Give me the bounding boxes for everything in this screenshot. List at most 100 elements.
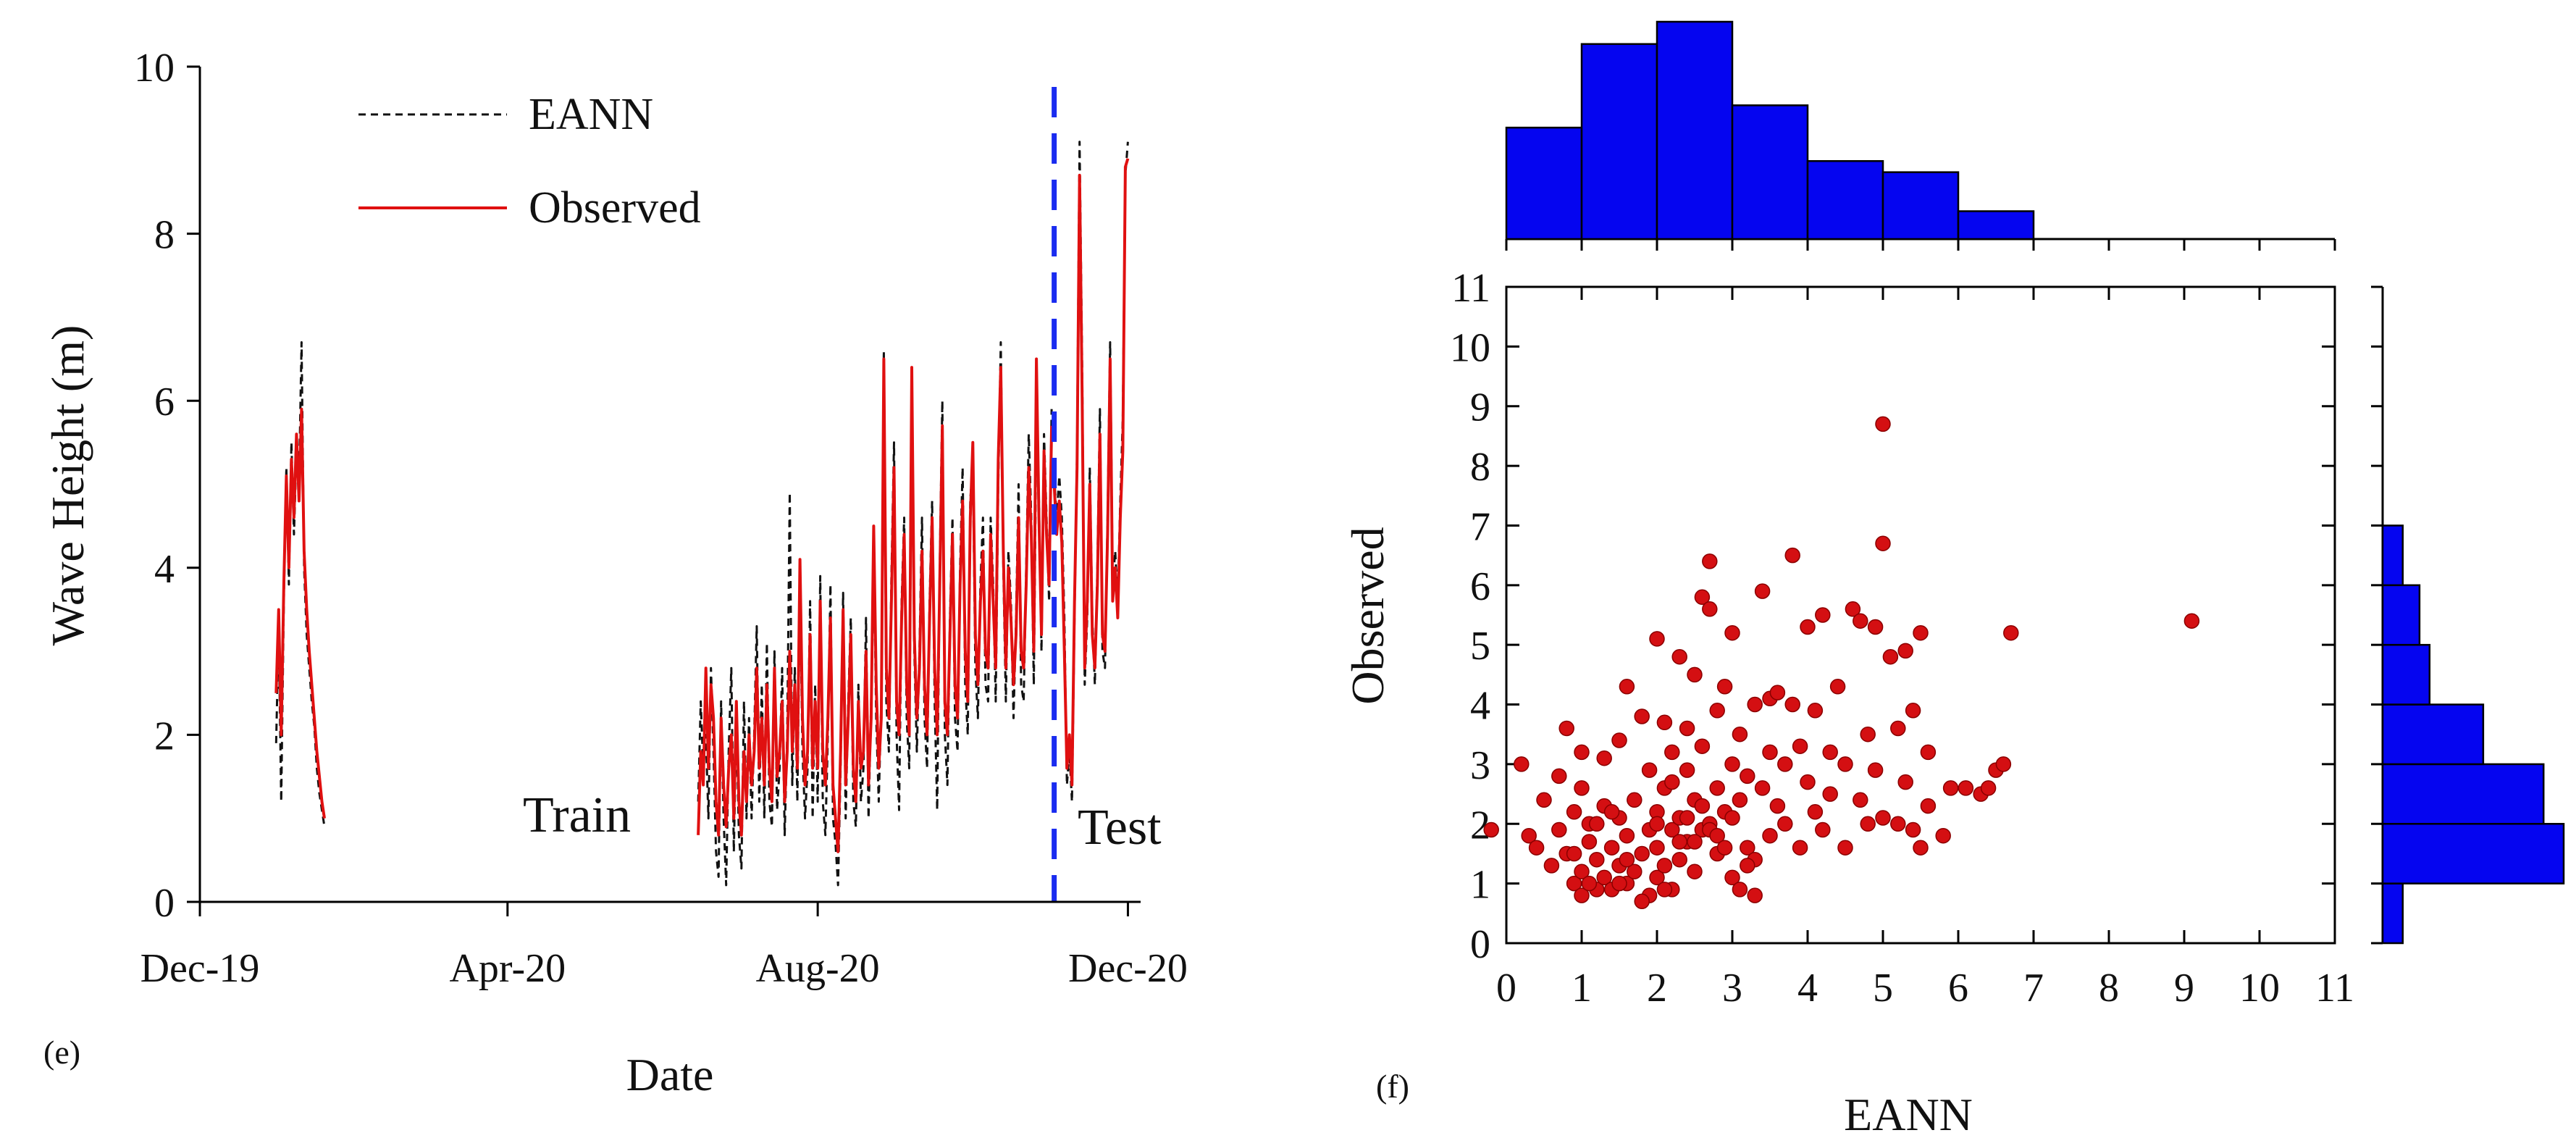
f-x-tick-label: 5	[1873, 966, 1893, 1011]
f-y-tick-label: 10	[1450, 325, 1490, 370]
f-scatter-points	[1483, 416, 2200, 910]
scatter-point	[1800, 774, 1816, 790]
scatter-point	[1867, 762, 1884, 778]
scatter-point	[1589, 851, 1605, 868]
scatter-point	[1935, 827, 1951, 844]
scatter-point	[1581, 834, 1598, 850]
f-x-tick-label: 6	[1948, 966, 1968, 1011]
scatter-point	[1882, 648, 1899, 665]
scatter-point	[1671, 834, 1687, 850]
scatter-point	[1875, 810, 1891, 826]
legend-observed-label: Observed	[529, 183, 701, 233]
scatter-point	[1740, 768, 1755, 785]
scatter-point	[1747, 887, 1763, 903]
scatter-point	[1732, 726, 1748, 743]
e-y-tick-label: 8	[154, 213, 175, 258]
e-y-tick-label: 4	[154, 547, 175, 592]
e-y-axis-title: Wave Height (m)	[42, 325, 93, 646]
f-x-tick-label: 3	[1722, 966, 1742, 1011]
scatter-point	[1536, 792, 1552, 808]
e-x-tick-label: Dec-19	[140, 946, 260, 991]
scatter-point	[2183, 613, 2200, 629]
f-x-tick-label: 10	[2239, 966, 2280, 1011]
scatter-point	[1897, 774, 1913, 790]
scatter-point	[1574, 780, 1590, 796]
top-hist-bar	[1580, 43, 1658, 241]
f-y-tick-label: 11	[1451, 266, 1490, 311]
f-y-tick-label: 6	[1470, 564, 1490, 609]
scatter-point	[1800, 619, 1816, 635]
f-x-axis-title: EANN	[1844, 1089, 1973, 1140]
right-hist-bar	[2381, 524, 2404, 587]
scatter-point	[1574, 744, 1590, 761]
scatter-point	[1702, 601, 1718, 617]
scatter-point	[1656, 858, 1673, 874]
top-hist-bar	[1656, 20, 1734, 241]
scatter-point	[1792, 840, 1808, 856]
scatter-point	[1702, 553, 1718, 569]
scatter-point	[1709, 827, 1725, 844]
scatter-point	[1747, 696, 1763, 713]
scatter-point	[1905, 821, 1921, 838]
scatter-point	[1589, 816, 1605, 832]
scatter-point	[1732, 792, 1748, 808]
scatter-point	[1867, 619, 1884, 635]
right-hist-bar	[2381, 763, 2545, 825]
scatter-point	[1656, 882, 1673, 898]
scatter-point	[1762, 744, 1778, 761]
e-legend: EANN Observed	[358, 90, 701, 233]
f-y-tick-label: 9	[1470, 385, 1490, 430]
scatter-point	[1724, 810, 1740, 826]
scatter-point	[1792, 738, 1808, 754]
scatter-point	[1740, 840, 1755, 856]
scatter-point	[1551, 768, 1567, 785]
scatter-point	[1619, 827, 1635, 844]
scatter-point	[1566, 845, 1582, 862]
scatter-point	[1890, 816, 1906, 832]
scatter-point	[1920, 798, 1937, 814]
scatter-point	[1754, 583, 1771, 599]
scatter-point	[1671, 648, 1687, 665]
scatter-point	[1913, 624, 1929, 641]
right-hist-bar	[2381, 823, 2565, 884]
top-hist-bar	[1505, 126, 1583, 241]
scatter-point	[1724, 756, 1740, 772]
scatter-point	[1709, 703, 1725, 719]
e-y-tick-label: 6	[154, 380, 175, 424]
scatter-point	[1762, 827, 1778, 844]
f-x-tick-label: 2	[1647, 966, 1667, 1011]
scatter-point	[1784, 696, 1800, 713]
e-x-axis-title: Date	[626, 1049, 714, 1100]
scatter-point	[1574, 863, 1590, 879]
scatter-point	[1807, 804, 1824, 820]
scatter-point	[1958, 780, 1974, 796]
scatter-point	[1807, 703, 1824, 719]
scatter-point	[1679, 762, 1695, 778]
scatter-point	[1543, 858, 1560, 874]
panel-label-f: (f)	[1376, 1068, 1409, 1105]
annotation-test: Test	[1078, 800, 1162, 856]
scatter-point	[1551, 821, 1567, 838]
scatter-point	[1905, 703, 1921, 719]
f-x-tick-label: 4	[1797, 966, 1818, 1011]
scatter-point	[1920, 744, 1937, 761]
scatter-point	[1694, 589, 1711, 606]
scatter-point	[1611, 875, 1627, 892]
scatter-point	[1980, 780, 1997, 796]
top-hist-bar	[1881, 171, 1960, 241]
right-histogram-observed	[2371, 285, 2565, 945]
scatter-point	[1611, 732, 1627, 748]
scatter-point	[1687, 863, 1703, 879]
f-x-tick-label: 7	[2023, 966, 2044, 1011]
f-y-tick-label: 8	[1470, 445, 1490, 490]
f-x-tick-label: 9	[2174, 966, 2194, 1011]
scatter-point	[1890, 720, 1906, 737]
scatter-point	[1815, 607, 1831, 623]
scatter-point	[1596, 869, 1612, 886]
scatter-point	[1860, 816, 1876, 832]
e-y-tick-label: 0	[154, 881, 175, 926]
annotation-train: Train	[523, 787, 631, 843]
scatter-point	[1649, 816, 1665, 832]
